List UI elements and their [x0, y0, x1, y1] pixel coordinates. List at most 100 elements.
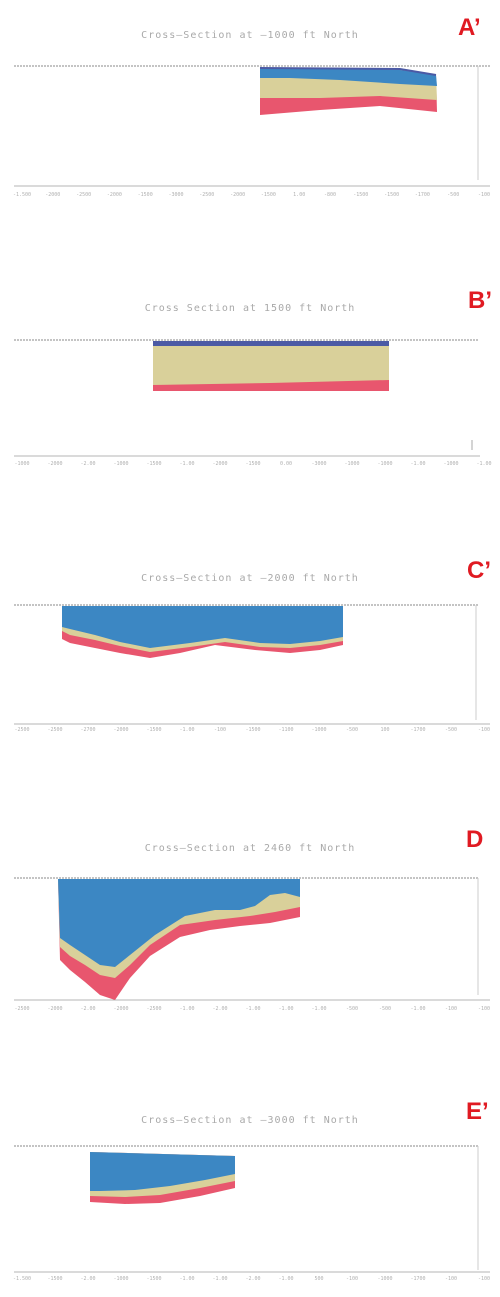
axis-tick-label: -100: [445, 1276, 457, 1282]
axis-tick-label: -1000: [377, 461, 392, 467]
section-plot: -2500 -2500 -2700 -2000 -1500 -1.00 -100 -1500 -…: [14, 604, 490, 733]
axis-tick-label: -800: [324, 192, 336, 198]
axis-tick-label: -1700: [415, 192, 430, 198]
axis-tick-label: -2.00: [80, 1006, 95, 1012]
axis-tick-label: -2.00: [212, 1006, 227, 1012]
axis-tick-label: -2500: [47, 727, 62, 733]
axis-tick-label: -1700: [410, 727, 425, 733]
section-title: Cross–Section at –3000 ft North: [141, 1115, 359, 1126]
section-plot: -1.500 -2000 -2500 -2000 -1500 -3000 -2500 -200…: [13, 65, 490, 198]
section-title: Cross Section at 1500 ft North: [144, 303, 356, 314]
axis-tick-label: -3000: [311, 461, 326, 467]
axis-tick-label: 100: [380, 727, 389, 733]
axis-tick-label: -2700: [80, 727, 95, 733]
axis-tick-label: -1500: [146, 461, 161, 467]
axis-tick-label: -500: [379, 1006, 391, 1012]
section-letter: D: [466, 826, 484, 853]
axis-tick-label: -100: [346, 1276, 358, 1282]
axis-tick-label: -2500: [14, 727, 29, 733]
axis-tick-label: -3000: [168, 192, 183, 198]
axis-tick-label: -1.00: [410, 461, 425, 467]
axis-tick-label: -1500: [245, 461, 260, 467]
axis-tick-label: -2.00: [245, 1276, 260, 1282]
axis-tick-label: -1.00: [410, 1006, 425, 1012]
axis-tick-label: -1000: [113, 1276, 128, 1282]
section-letter: C’: [467, 557, 491, 584]
cross-section-d: Cross–Section at 2460 ft North D -2500 -2…: [0, 760, 500, 1030]
axis-tick-label: 1.00: [293, 192, 305, 198]
axis-tick-label: -1500: [384, 192, 399, 198]
axis-tick-label: 500: [314, 1276, 323, 1282]
axis-tick-label: -500: [346, 1006, 358, 1012]
section-plot: -1.500 -1500 -2.00 -1000 -1500 -1.00 -1.00 -2.0…: [13, 1145, 490, 1282]
axis-tick-label: -1000: [344, 461, 359, 467]
axis-tick-label: -1.00: [245, 1006, 260, 1012]
axis-ticks: -1.500 -1500 -2.00 -1000 -1500 -1.00 -1.00 -2.0…: [13, 1276, 490, 1282]
section-plot: -2500 -2000 -2.00 -2000 -2500 -1.00 -2.00 -1.00…: [14, 877, 490, 1012]
section-title: Cross–Section at 2460 ft North: [144, 843, 356, 854]
axis-tick-label: -2.00: [80, 461, 95, 467]
section-letter: A’: [458, 14, 481, 41]
axis-tick-label: -2000: [113, 1006, 128, 1012]
axis-tick-label: -2500: [76, 192, 91, 198]
axis-tick-label: -1000: [377, 1276, 392, 1282]
axis-tick-label: -1500: [146, 1276, 161, 1282]
cross-section-c: Cross–Section at –2000 ft North C’ -2500…: [0, 495, 500, 760]
section-letter: B’: [468, 287, 492, 314]
axis-tick-label: -500: [445, 727, 457, 733]
section-title: Cross–Section at –1000 ft North: [141, 30, 359, 41]
layer-water: [90, 1152, 235, 1191]
axis-tick-label: -2.00: [80, 1276, 95, 1282]
axis-tick-label: -2000: [107, 192, 122, 198]
section-plot: -1000 -2000 -2.00 -1000 -1500 -1.00 -2000 -1500…: [14, 339, 492, 467]
layer-water: [58, 879, 300, 967]
axis-tick-label: -1500: [261, 192, 276, 198]
axis-ticks: -2500 -2000 -2.00 -2000 -2500 -1.00 -2.00 -1.00…: [14, 1006, 490, 1012]
layer-water: [62, 606, 343, 648]
axis-tick-label: -1.500: [13, 192, 31, 198]
axis-tick-label: -2000: [230, 192, 245, 198]
axis-tick-label: -2000: [45, 192, 60, 198]
axis-tick-label: -1100: [278, 727, 293, 733]
axis-tick-label: -1.00: [179, 461, 194, 467]
axis-tick-label: -500: [447, 192, 459, 198]
axis-tick-label: -1500: [138, 192, 153, 198]
axis-tick-label: -2000: [113, 727, 128, 733]
axis-tick-label: -1.00: [179, 1006, 194, 1012]
axis-tick-label: -100: [478, 1276, 490, 1282]
cross-section-a: Cross–Section at –1000 ft North A’ -1.50…: [0, 0, 500, 240]
axis-tick-label: -100: [478, 1006, 490, 1012]
axis-tick-label: -100: [478, 727, 490, 733]
axis-tick-label: -1500: [353, 192, 368, 198]
axis-tick-label: -1500: [146, 727, 161, 733]
axis-tick-label: -1.00: [179, 727, 194, 733]
axis-tick-label: -1.00: [212, 1276, 227, 1282]
axis-ticks: -2500 -2500 -2700 -2000 -1500 -1.00 -100 -1500 -…: [14, 727, 490, 733]
axis-tick-label: -1000: [443, 461, 458, 467]
axis-tick-label: 0.00: [280, 461, 292, 467]
axis-tick-label: -2000: [212, 461, 227, 467]
axis-tick-label: -1000: [311, 727, 326, 733]
axis-ticks: -1.500 -2000 -2500 -2000 -1500 -3000 -2500 -200…: [13, 192, 490, 198]
axis-tick-label: -1500: [47, 1276, 62, 1282]
axis-tick-label: -2000: [47, 1006, 62, 1012]
axis-tick-label: -1.00: [278, 1276, 293, 1282]
axis-tick-label: -500: [346, 727, 358, 733]
axis-tick-label: -1500: [245, 727, 260, 733]
axis-tick-label: -1.00: [278, 1006, 293, 1012]
axis-tick-label: -1700: [410, 1276, 425, 1282]
section-letter: E’: [466, 1098, 489, 1125]
axis-tick-label: -2500: [14, 1006, 29, 1012]
layer-water: [260, 68, 437, 86]
axis-tick-label: -100: [214, 727, 226, 733]
axis-tick-label: -1.00: [311, 1006, 326, 1012]
axis-tick-label: -2500: [146, 1006, 161, 1012]
layer-water: [153, 341, 389, 346]
axis-tick-label: -2500: [199, 192, 214, 198]
axis-tick-label: -1000: [113, 461, 128, 467]
axis-ticks: -1000 -2000 -2.00 -1000 -1500 -1.00 -2000 -1500…: [14, 461, 491, 467]
cross-section-b: Cross Section at 1500 ft North B’ -1000 -…: [0, 240, 500, 495]
axis-tick-label: -1.00: [179, 1276, 194, 1282]
axis-tick-label: -1.00: [476, 461, 491, 467]
axis-tick-label: -1.500: [13, 1276, 31, 1282]
